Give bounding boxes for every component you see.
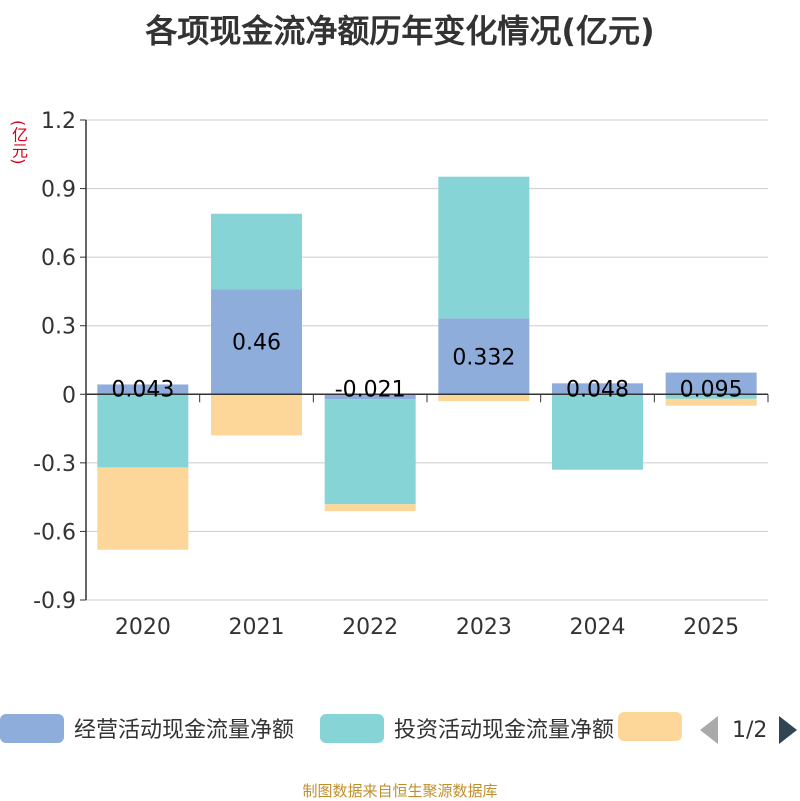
bar-segment-operating <box>552 383 643 395</box>
data-label: 0.048 <box>566 377 629 402</box>
bar-segment-operating <box>438 318 530 395</box>
bar-segment-investing <box>665 394 757 399</box>
bar-segment-operating <box>324 394 416 400</box>
data-label: 0.043 <box>111 377 174 402</box>
x-tick-label: 2022 <box>342 615 398 640</box>
bar-segment-operating <box>97 384 189 395</box>
legend-swatch <box>0 713 64 743</box>
y-tick-label: 0.9 <box>41 178 76 203</box>
legend-item-financing[interactable] <box>618 712 692 741</box>
y-tick-label: -0.6 <box>33 520 76 545</box>
triangle-right-icon[interactable] <box>779 716 798 744</box>
bar-segment-financing <box>438 394 530 402</box>
legend-item-investing[interactable]: 投资活动现金流量净额 <box>320 712 614 744</box>
x-tick-label: 2020 <box>115 615 171 640</box>
y-axis-unit-label: (亿元) <box>9 120 28 165</box>
chart-legend: 经营活动现金流量净额 投资活动现金流量净额 <box>0 712 800 756</box>
triangle-left-icon[interactable] <box>700 716 718 744</box>
legend-page-indicator: 1/2 <box>732 717 768 743</box>
legend-label: 投资活动现金流量净额 <box>394 718 615 743</box>
x-tick-label: 2023 <box>456 615 512 640</box>
y-tick-label: 0 <box>62 383 76 408</box>
bar-segment-operating <box>211 289 302 395</box>
legend-label: 经营活动现金流量净额 <box>74 718 295 743</box>
legend-pager: 1/2 <box>700 716 798 744</box>
data-label: -0.021 <box>335 377 406 402</box>
bar-segment-financing <box>97 467 189 550</box>
x-tick-label: 2025 <box>683 615 739 640</box>
bar-segment-financing <box>665 398 757 406</box>
data-label: 0.095 <box>680 377 743 402</box>
y-tick-label: 0.6 <box>41 246 76 271</box>
y-tick-label: -0.3 <box>33 452 76 477</box>
legend-swatch <box>320 713 384 743</box>
legend-item-operating[interactable]: 经营活动现金流量净额 <box>0 712 294 744</box>
bar-segment-financing <box>211 394 302 436</box>
bar-segment-financing <box>324 504 416 512</box>
stacked-bar-chart: 1.2 0.9 0.6 0.3 0 -0.3 -0.6 -0.9 2020 2021 2022 202… <box>33 109 769 640</box>
y-tick-label: 1.2 <box>41 109 76 134</box>
bar-segment-investing <box>552 394 643 470</box>
bar-segment-investing <box>438 176 530 319</box>
y-tick-label: -0.9 <box>33 589 76 614</box>
chart-title: 各项现金流净额历年变化情况(亿元) <box>145 12 655 50</box>
bar-segment-investing <box>211 213 302 290</box>
data-source-note: 制图数据来自恒生聚源数据库 <box>302 782 498 800</box>
bar-segment-investing <box>97 394 189 468</box>
x-tick-label: 2021 <box>229 615 285 640</box>
bar-segment-operating <box>665 372 757 395</box>
legend-swatch <box>618 712 682 741</box>
y-tick-label: 0.3 <box>41 315 76 340</box>
data-label: 0.46 <box>232 331 281 356</box>
x-tick-label: 2024 <box>570 615 626 640</box>
data-label: 0.332 <box>452 345 515 370</box>
bar-segment-investing <box>324 399 416 505</box>
